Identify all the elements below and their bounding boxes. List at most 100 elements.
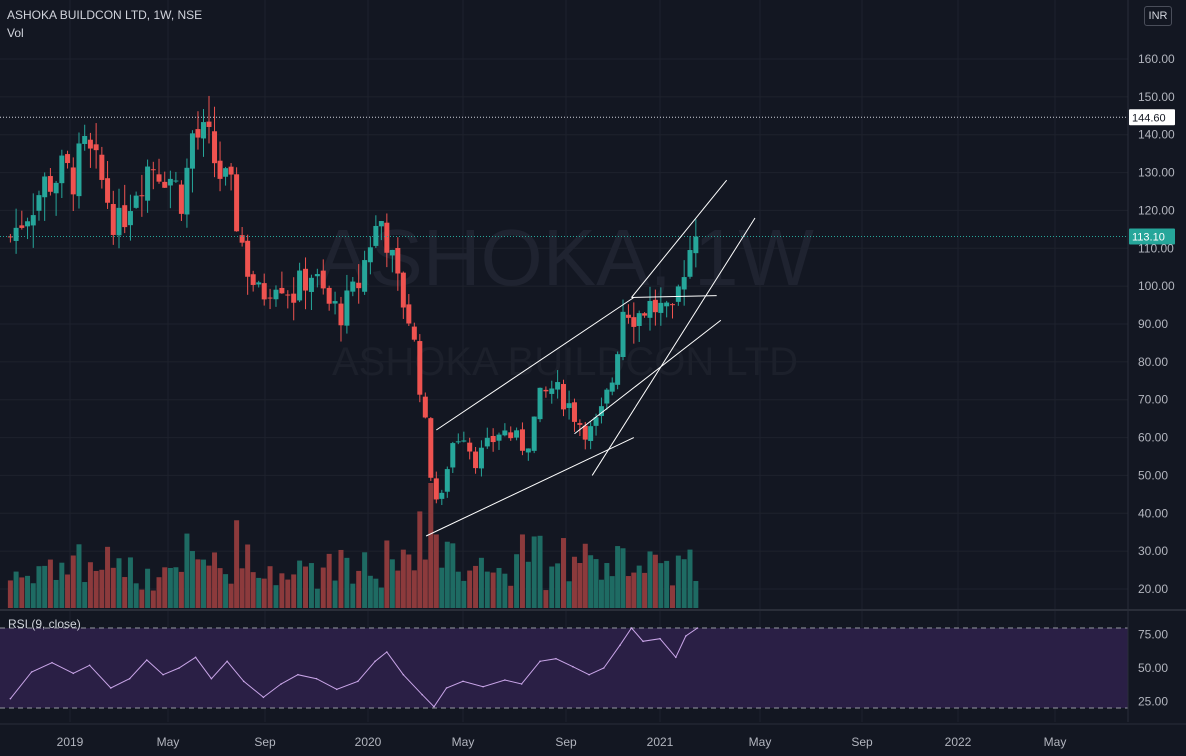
candle-body[interactable]	[566, 403, 572, 408]
candle-body[interactable]	[652, 299, 658, 313]
candle-body[interactable]	[76, 143, 82, 197]
trendline[interactable]	[631, 179, 728, 298]
candle-body[interactable]	[344, 290, 350, 326]
candle-body[interactable]	[42, 176, 48, 198]
candle-body[interactable]	[362, 260, 368, 292]
candle-body[interactable]	[105, 178, 111, 203]
candle-body[interactable]	[150, 169, 156, 171]
candle-body[interactable]	[598, 406, 604, 416]
candle-body[interactable]	[631, 317, 637, 327]
candle-body[interactable]	[223, 168, 229, 177]
candle-body[interactable]	[320, 270, 326, 289]
candle-body[interactable]	[36, 195, 42, 211]
candle-body[interactable]	[173, 180, 179, 182]
candle-body[interactable]	[555, 382, 561, 390]
candle-body[interactable]	[636, 313, 642, 326]
candle-body[interactable]	[664, 302, 670, 307]
candle-body[interactable]	[291, 293, 297, 303]
candle-body[interactable]	[478, 447, 484, 469]
candle-body[interactable]	[303, 268, 309, 291]
candle-body[interactable]	[53, 182, 59, 194]
candle-body[interactable]	[543, 389, 549, 392]
currency-badge[interactable]: INR	[1144, 6, 1172, 26]
candle-body[interactable]	[116, 207, 122, 236]
candle-body[interactable]	[455, 441, 461, 443]
candle-body[interactable]	[234, 174, 240, 232]
candle-body[interactable]	[490, 435, 496, 443]
candle-body[interactable]	[110, 204, 116, 235]
candle-body[interactable]	[156, 174, 162, 182]
candle-body[interactable]	[30, 215, 36, 226]
candle-body[interactable]	[7, 236, 13, 238]
candle-body[interactable]	[228, 166, 234, 175]
candle-body[interactable]	[525, 448, 531, 453]
candle-body[interactable]	[87, 139, 93, 149]
candle-body[interactable]	[200, 122, 206, 139]
candle-body[interactable]	[433, 478, 439, 500]
candle-body[interactable]	[326, 287, 332, 304]
candle-body[interactable]	[350, 281, 356, 292]
candle-body[interactable]	[206, 121, 212, 127]
candle-body[interactable]	[217, 160, 223, 179]
candle-body[interactable]	[195, 129, 201, 138]
candle-body[interactable]	[308, 277, 314, 292]
candle-body[interactable]	[250, 274, 256, 285]
candle-body[interactable]	[439, 492, 445, 499]
candle-body[interactable]	[647, 300, 653, 318]
candle-body[interactable]	[239, 235, 245, 243]
candle-body[interactable]	[245, 240, 251, 277]
candle-body[interactable]	[675, 286, 681, 302]
candle-body[interactable]	[461, 440, 467, 442]
candle-body[interactable]	[184, 167, 190, 215]
candle-body[interactable]	[609, 382, 615, 392]
trendline[interactable]	[631, 295, 717, 298]
candle-body[interactable]	[332, 301, 338, 304]
trendline[interactable]	[591, 217, 756, 476]
candle-body[interactable]	[593, 417, 599, 426]
trendline[interactable]	[436, 297, 635, 431]
candle-body[interactable]	[395, 248, 401, 274]
candle-body[interactable]	[70, 167, 76, 195]
candle-body[interactable]	[582, 425, 588, 440]
candle-body[interactable]	[261, 283, 267, 300]
candle-body[interactable]	[681, 277, 687, 290]
candle-body[interactable]	[411, 326, 417, 340]
candle-body[interactable]	[642, 313, 648, 316]
candle-body[interactable]	[256, 282, 262, 285]
candle-body[interactable]	[625, 314, 631, 318]
candle-body[interactable]	[373, 225, 379, 246]
candle-body[interactable]	[267, 297, 273, 299]
candle-body[interactable]	[467, 442, 473, 452]
candle-body[interactable]	[59, 155, 65, 184]
candle-body[interactable]	[367, 247, 373, 263]
candle-body[interactable]	[588, 426, 594, 441]
candle-body[interactable]	[444, 469, 450, 492]
candle-body[interactable]	[13, 227, 19, 241]
candle-body[interactable]	[508, 432, 514, 439]
candle-body[interactable]	[502, 430, 508, 436]
candle-body[interactable]	[417, 341, 423, 395]
candle-body[interactable]	[82, 135, 88, 144]
candle-body[interactable]	[577, 423, 583, 425]
candle-body[interactable]	[389, 249, 395, 256]
candle-body[interactable]	[314, 274, 320, 277]
candle-body[interactable]	[384, 222, 390, 253]
candle-body[interactable]	[400, 272, 406, 308]
candle-body[interactable]	[378, 221, 384, 227]
candle-body[interactable]	[571, 402, 577, 422]
candle-body[interactable]	[285, 294, 291, 296]
candle-body[interactable]	[531, 416, 537, 451]
candle-body[interactable]	[279, 287, 285, 294]
candle-body[interactable]	[406, 304, 412, 324]
candle-body[interactable]	[670, 304, 675, 306]
candle-body[interactable]	[537, 387, 543, 420]
candle-body[interactable]	[615, 354, 621, 385]
candle-body[interactable]	[178, 184, 184, 214]
candle-body[interactable]	[133, 195, 139, 208]
candle-body[interactable]	[19, 225, 25, 228]
candle-body[interactable]	[549, 388, 555, 394]
candle-body[interactable]	[356, 282, 362, 289]
candle-body[interactable]	[519, 429, 525, 451]
candle-body[interactable]	[122, 205, 128, 228]
